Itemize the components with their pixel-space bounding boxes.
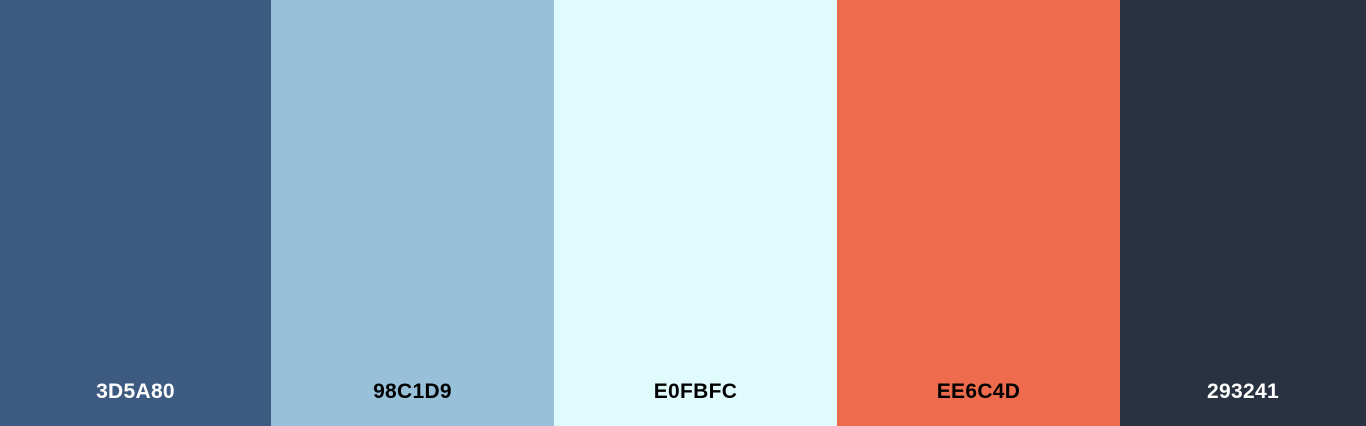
color-hex-label: E0FBFC — [653, 380, 738, 403]
color-hex-label: 293241 — [1207, 380, 1279, 403]
color-swatch-2[interactable]: 98C1D9 — [271, 0, 554, 426]
color-swatch-3[interactable]: E0FBFC — [554, 0, 837, 426]
color-swatch-5[interactable]: 293241 — [1120, 0, 1366, 426]
color-hex-label: EE6C4D — [936, 380, 1021, 403]
color-swatch-4[interactable]: EE6C4D — [837, 0, 1120, 426]
color-swatch-1[interactable]: 3D5A80 — [0, 0, 271, 426]
color-hex-label: 98C1D9 — [373, 380, 452, 403]
color-hex-label: 3D5A80 — [96, 380, 175, 403]
